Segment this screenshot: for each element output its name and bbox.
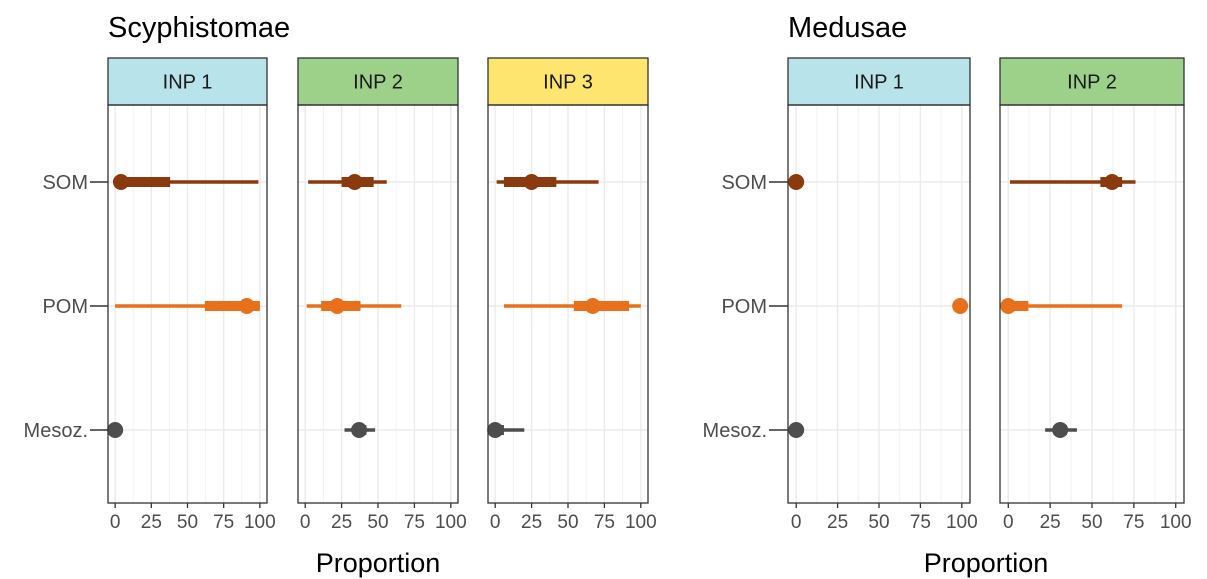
facet-strip (787, 57, 971, 106)
facet-strip-label: INP 2 (353, 72, 403, 94)
facet-strip-label: INP 1 (163, 72, 213, 94)
median-point (238, 298, 255, 314)
x-tick-label: 100 (625, 512, 657, 533)
facet-strip (107, 57, 268, 106)
x-tick-label: 75 (594, 512, 615, 533)
facet-strip-label: INP 3 (543, 72, 593, 94)
x-tick-label: 50 (177, 512, 198, 533)
facet-strip (999, 57, 1185, 106)
y-tick-label: POM (42, 296, 88, 318)
x-tick-label: 100 (435, 512, 467, 533)
x-tick-label: 25 (331, 512, 352, 533)
median-point (1104, 174, 1121, 190)
x-axis-label: Proportion (316, 548, 441, 578)
x-tick-label: 100 (1160, 512, 1192, 533)
chart-title: Medusae (788, 12, 907, 44)
x-tick-label: 50 (367, 512, 388, 533)
x-tick-label: 50 (868, 512, 889, 533)
x-tick-label: 50 (1081, 512, 1102, 533)
y-tick-label: Mesoz. (703, 420, 767, 442)
x-axis-label: Proportion (924, 548, 1049, 578)
x-tick-label: 75 (1123, 512, 1144, 533)
median-point (584, 298, 601, 314)
median-point (329, 298, 346, 314)
x-tick-label: 75 (213, 512, 234, 533)
median-point (1052, 422, 1069, 438)
x-tick-label: 75 (404, 512, 425, 533)
facet-strip (297, 57, 459, 106)
median-point (788, 174, 805, 190)
facet-strip-label: INP 2 (1067, 72, 1117, 94)
x-tick-label: 100 (946, 512, 978, 533)
median-point (523, 174, 540, 190)
x-tick-label: 25 (141, 512, 162, 533)
median-point (788, 422, 805, 438)
facet-strip-label: INP 1 (854, 72, 904, 94)
median-point (346, 174, 363, 190)
x-tick-label: 0 (490, 512, 501, 533)
facet-strip (487, 57, 649, 106)
x-tick-label: 0 (300, 512, 311, 533)
median-point (112, 174, 129, 190)
y-tick-label: SOM (42, 172, 88, 194)
x-tick-label: 0 (110, 512, 121, 533)
x-tick-label: 0 (791, 512, 802, 533)
x-tick-label: 75 (910, 512, 931, 533)
x-tick-label: 0 (1003, 512, 1014, 533)
median-point (351, 422, 368, 438)
median-point (1000, 298, 1017, 314)
x-tick-label: 25 (521, 512, 542, 533)
y-tick-label: SOM (721, 172, 767, 194)
median-point (487, 422, 504, 438)
x-tick-label: 25 (827, 512, 848, 533)
x-tick-label: 50 (557, 512, 578, 533)
median-point (952, 298, 969, 314)
y-tick-label: POM (721, 296, 767, 318)
median-point (107, 422, 124, 438)
chart-title: Scyphistomae (108, 12, 290, 44)
x-tick-label: 25 (1040, 512, 1061, 533)
y-tick-label: Mesoz. (24, 420, 88, 442)
x-tick-label: 100 (244, 512, 276, 533)
